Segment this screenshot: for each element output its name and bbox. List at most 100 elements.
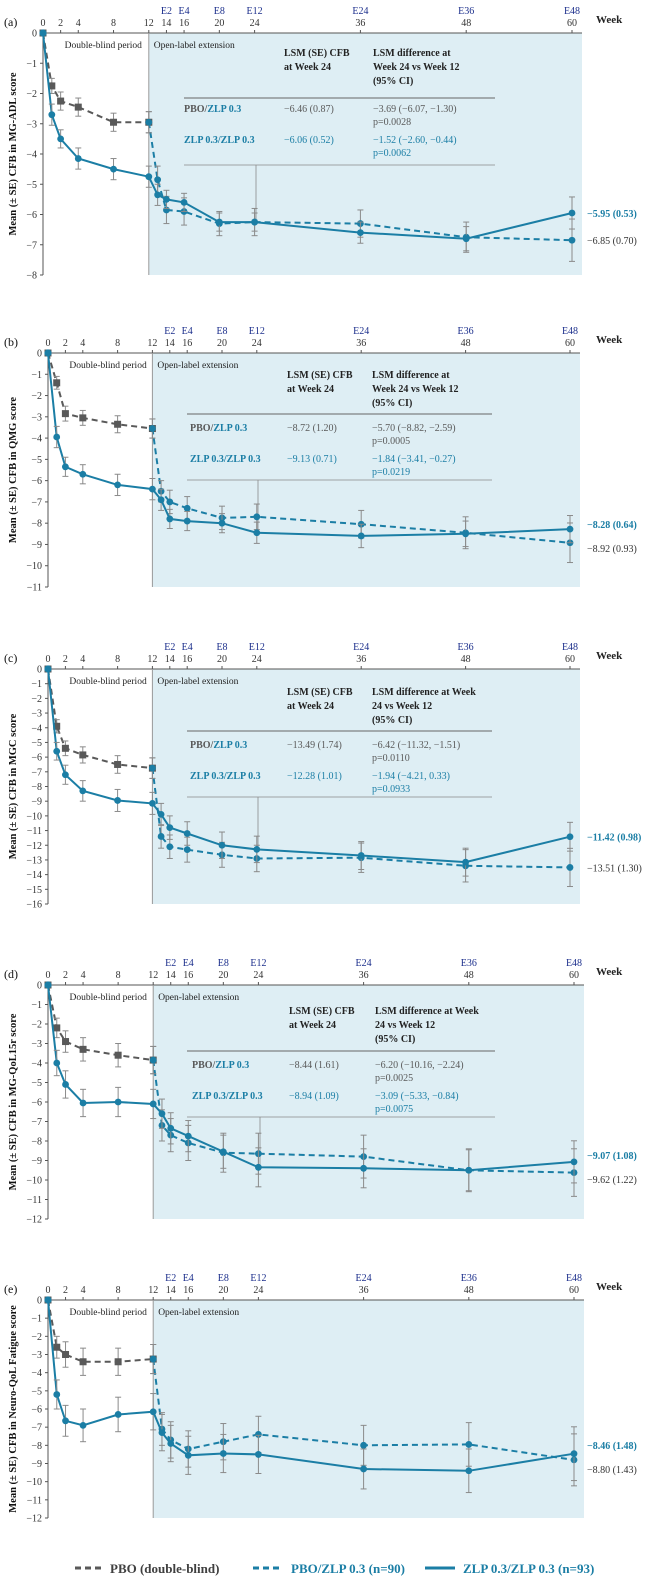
data-point-zlp-zlp bbox=[79, 1421, 87, 1429]
data-point-zlp-zlp bbox=[114, 481, 121, 489]
table-header-lsm-line-2: at Week 24 bbox=[289, 1020, 336, 1031]
data-point-zlp-zlp bbox=[114, 797, 121, 804]
data-point-zlp-zlp bbox=[62, 771, 69, 779]
series-line-pbo bbox=[42, 32, 149, 124]
data-point-pbo-zlp bbox=[145, 118, 153, 126]
y-tick-label: −9 bbox=[31, 540, 42, 551]
x-tick-label: 2 bbox=[63, 1285, 68, 1296]
visit-label-E2: E2 bbox=[165, 958, 176, 969]
x-tick-label: 20 bbox=[218, 1285, 228, 1296]
table-lsm-value: −13.49 (1.74) bbox=[287, 740, 342, 751]
data-point-pbo-zlp bbox=[183, 846, 191, 854]
visit-label-E2: E2 bbox=[164, 642, 175, 653]
panel-label: (b) bbox=[4, 335, 18, 349]
visit-label-E4: E4 bbox=[183, 958, 194, 969]
table-header-diff-line-3: (95% CI) bbox=[372, 715, 412, 726]
x-tick-label: 4 bbox=[76, 18, 81, 29]
visit-label-E36: E36 bbox=[461, 958, 477, 969]
period-label-open-label: Open-label extension bbox=[157, 361, 238, 371]
end-label-pbo-zlp: −13.51 (1.30) bbox=[587, 863, 642, 874]
data-point-pbo bbox=[53, 1343, 61, 1351]
data-point-zlp-zlp bbox=[570, 1158, 578, 1166]
y-tick-label: −6 bbox=[26, 210, 37, 221]
x-tick-label: 24 bbox=[253, 970, 263, 981]
y-tick-label: −16 bbox=[26, 900, 42, 911]
series-line-pbo bbox=[47, 668, 153, 770]
data-point-pbo bbox=[61, 410, 69, 418]
visit-label-E12: E12 bbox=[247, 6, 263, 17]
visit-label-E24: E24 bbox=[353, 642, 369, 653]
data-point-zlp-zlp bbox=[465, 1166, 473, 1174]
y-tick-label: −3 bbox=[31, 1350, 42, 1361]
x-tick-label: 14 bbox=[166, 970, 176, 981]
data-point-pbo bbox=[114, 420, 122, 428]
y-tick-label: −5 bbox=[31, 738, 42, 749]
y-tick-label: −8 bbox=[31, 519, 42, 530]
y-tick-label: −11 bbox=[27, 1495, 42, 1506]
table-header-diff-line-3: (95% CI) bbox=[375, 1034, 415, 1045]
visit-label-E12: E12 bbox=[249, 642, 265, 653]
data-point-zlp-zlp bbox=[462, 235, 470, 243]
data-point-zlp-zlp bbox=[149, 1100, 157, 1108]
visit-label-E12: E12 bbox=[250, 958, 266, 969]
x-tick-label: 60 bbox=[569, 970, 579, 981]
period-label-open-label: Open-label extension bbox=[154, 41, 235, 51]
y-tick-label: −6 bbox=[31, 476, 42, 487]
data-point-zlp-zlp bbox=[110, 165, 117, 173]
data-point-pbo bbox=[53, 379, 61, 387]
data-point-baseline bbox=[39, 29, 47, 37]
data-point-zlp-zlp bbox=[145, 173, 153, 181]
series-line-pbo bbox=[47, 1299, 154, 1363]
y-tick-label: −8 bbox=[31, 1137, 42, 1148]
x-tick-label: 14 bbox=[165, 654, 175, 665]
y-tick-label: −10 bbox=[26, 1477, 42, 1488]
end-label-zlp-zlp: −5.95 (0.53) bbox=[587, 209, 637, 220]
x-tick-label: 4 bbox=[80, 654, 85, 665]
data-point-zlp-zlp bbox=[218, 519, 226, 527]
y-axis-title: Mean (± SE) CFB in MG-QoL15r score bbox=[8, 1013, 19, 1190]
week-axis-title: Week bbox=[596, 334, 623, 346]
table-header-diff-line-2: Week 24 vs Week 12 bbox=[373, 62, 459, 73]
end-label-pbo-zlp: −9.62 (1.22) bbox=[587, 1175, 637, 1186]
data-point-pbo-zlp bbox=[149, 1355, 157, 1363]
data-point-pbo bbox=[57, 97, 65, 105]
y-axis-title: Mean (± SE) CFB in QMG score bbox=[8, 397, 19, 543]
data-point-zlp-zlp bbox=[253, 529, 261, 537]
table-row-label-zlp-zlp: ZLP 0.3/ZLP 0.3 bbox=[190, 771, 261, 782]
data-point-pbo-zlp bbox=[154, 176, 162, 184]
y-tick-label: −8 bbox=[31, 1441, 42, 1452]
data-point-zlp-zlp bbox=[357, 532, 365, 540]
y-axis-title: Mean (± SE) CFB in MG-ADL score bbox=[8, 72, 19, 235]
y-tick-label: −10 bbox=[26, 1176, 42, 1187]
data-point-pbo-zlp bbox=[255, 1431, 262, 1438]
x-tick-label: 60 bbox=[565, 338, 575, 349]
data-point-pbo-zlp bbox=[568, 236, 576, 244]
table-lsm-value: −8.72 (1.20) bbox=[287, 423, 337, 434]
x-tick-label: 16 bbox=[182, 338, 192, 349]
data-point-zlp-zlp bbox=[158, 1110, 166, 1118]
x-tick-label: 4 bbox=[80, 338, 85, 349]
visit-label-E8: E8 bbox=[216, 642, 227, 653]
y-tick-label: −6 bbox=[31, 1405, 42, 1416]
y-tick-label: −7 bbox=[31, 1423, 42, 1434]
data-point-pbo bbox=[53, 722, 61, 730]
y-tick-label: −6 bbox=[31, 1098, 42, 1109]
x-tick-label: 24 bbox=[250, 18, 260, 29]
data-point-zlp-zlp bbox=[253, 845, 261, 853]
table-lsm-value: −6.06 (0.52) bbox=[284, 135, 334, 146]
end-label-zlp-zlp: −9.07 (1.08) bbox=[587, 1151, 637, 1162]
y-tick-label: −7 bbox=[31, 497, 42, 508]
visit-label-E48: E48 bbox=[562, 326, 578, 337]
data-point-zlp-zlp bbox=[184, 1132, 192, 1140]
x-tick-label: 20 bbox=[214, 18, 224, 29]
table-diff-value: −5.70 (−8.82, −2.59) bbox=[372, 423, 456, 434]
x-tick-label: 24 bbox=[252, 654, 262, 665]
visit-label-E2: E2 bbox=[165, 1273, 176, 1284]
x-tick-label: 8 bbox=[115, 338, 120, 349]
x-tick-label: 16 bbox=[183, 1285, 193, 1296]
data-point-pbo-zlp bbox=[166, 498, 174, 506]
table-lsm-value: −9.13 (0.71) bbox=[287, 454, 337, 465]
y-tick-label: −7 bbox=[26, 240, 37, 251]
visit-label-E8: E8 bbox=[218, 958, 229, 969]
